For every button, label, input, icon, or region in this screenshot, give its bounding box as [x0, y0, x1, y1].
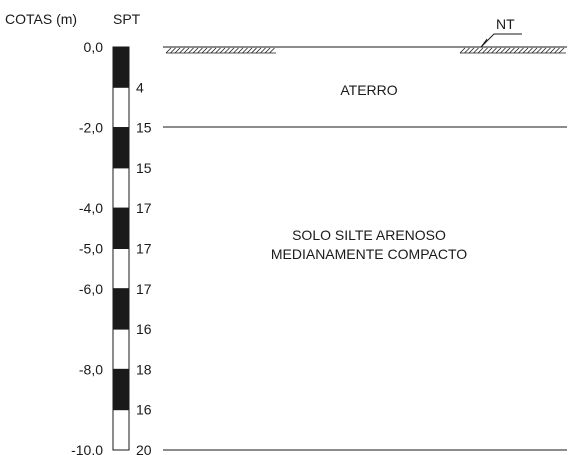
hatch-stroke [558, 47, 565, 54]
hatch-stroke [459, 47, 466, 54]
hatch-stroke [215, 47, 221, 54]
elevation-label: -5,0 [79, 241, 103, 257]
hatch-stroke [233, 47, 239, 54]
spt-header: SPT [113, 11, 141, 27]
hatch-stroke [210, 47, 217, 54]
water-table-leader [480, 33, 522, 48]
water-table-label: NT [496, 16, 515, 32]
hatch-stroke [491, 47, 497, 54]
spt-column [112, 46, 130, 451]
hatch-stroke [549, 47, 556, 54]
hatch-stroke [536, 47, 542, 54]
hatch-stroke [224, 47, 230, 54]
hatch-stroke [264, 47, 271, 54]
ground-surface [163, 46, 567, 54]
hatch-stroke [251, 47, 257, 54]
spt-value: 15 [136, 120, 152, 136]
hatch-stroke [464, 47, 470, 54]
column-segment [112, 409, 130, 451]
hatch-stroke [165, 47, 172, 54]
spt-value: 4 [136, 79, 144, 95]
column-segment [112, 207, 130, 249]
hatch-stroke [500, 47, 506, 54]
hatch-stroke [228, 47, 235, 54]
hatch-stroke [545, 47, 551, 54]
spt-value: 20 [136, 442, 152, 455]
hatch-stroke [495, 47, 502, 54]
column-segment [112, 167, 130, 209]
column-segment [112, 368, 130, 411]
column-segment [112, 328, 130, 370]
spt-value: 17 [136, 200, 152, 216]
hatch-stroke [192, 47, 199, 54]
hatch-stroke [237, 47, 244, 54]
spt-value: 15 [136, 160, 152, 176]
elevation-label: -6,0 [79, 281, 103, 297]
hatch-stroke [540, 47, 547, 54]
hatch-stroke [179, 47, 185, 54]
column-segment [112, 288, 130, 330]
hatch-stroke [527, 47, 533, 54]
elevation-header: COTAS (m) [5, 11, 77, 27]
hatch-stroke [197, 47, 203, 54]
column-segment [112, 86, 130, 129]
hatch-stroke [206, 47, 212, 54]
hatch-stroke [504, 47, 511, 54]
hatch-stroke [260, 47, 266, 54]
elevation-label: -10,0 [71, 442, 103, 455]
hatch-stroke [246, 47, 253, 54]
hatch-stroke [174, 47, 181, 54]
hatch-stroke [518, 47, 524, 54]
column-segment [112, 127, 130, 169]
spt-values: 4 15 15 17 17 17 16 18 16 20 [136, 79, 152, 455]
hatch-stroke [219, 47, 226, 54]
hatch-stroke [522, 47, 529, 54]
hatch-stroke [468, 47, 475, 54]
column-segment [112, 46, 130, 88]
hatch-stroke [477, 47, 484, 54]
water-table-marker: NT [480, 16, 522, 48]
elevation-label: -4,0 [79, 200, 103, 216]
hatch-stroke [188, 47, 194, 54]
layer-name-aterro: ATERRO [340, 82, 397, 98]
spt-value: 18 [136, 361, 152, 377]
hatch-stroke [269, 47, 275, 54]
hatch-stroke [255, 47, 262, 54]
elevation-label: 0,0 [84, 39, 104, 55]
layer-name-solo-line-2: MEDIANAMENTE COMPACTO [271, 246, 467, 262]
spt-value: 16 [136, 402, 152, 418]
elevation-labels: 0,0 -2,0 -4,0 -5,0 -6,0 -8,0 -10,0 [71, 39, 103, 455]
hatch-stroke [201, 47, 208, 54]
hatch-stroke [473, 47, 479, 54]
elevation-label: -2,0 [79, 120, 103, 136]
hatch-stroke [513, 47, 520, 54]
column-segment [112, 248, 130, 290]
hatch-stroke [531, 47, 538, 54]
elevation-label: -8,0 [79, 361, 103, 377]
ground-hatch-right [459, 47, 566, 54]
hatch-stroke [170, 47, 176, 54]
layer-name-solo-line-1: SOLO SILTE ARENOSO [292, 227, 446, 243]
hatch-stroke [482, 47, 488, 54]
hatch-stroke [486, 47, 493, 54]
hatch-stroke [183, 47, 190, 54]
hatch-stroke [242, 47, 248, 54]
spt-value: 17 [136, 241, 152, 257]
spt-value: 16 [136, 321, 152, 337]
spt-value: 17 [136, 281, 152, 297]
ground-hatch-left [165, 47, 276, 54]
hatch-stroke [554, 47, 560, 54]
hatch-stroke [509, 47, 515, 54]
